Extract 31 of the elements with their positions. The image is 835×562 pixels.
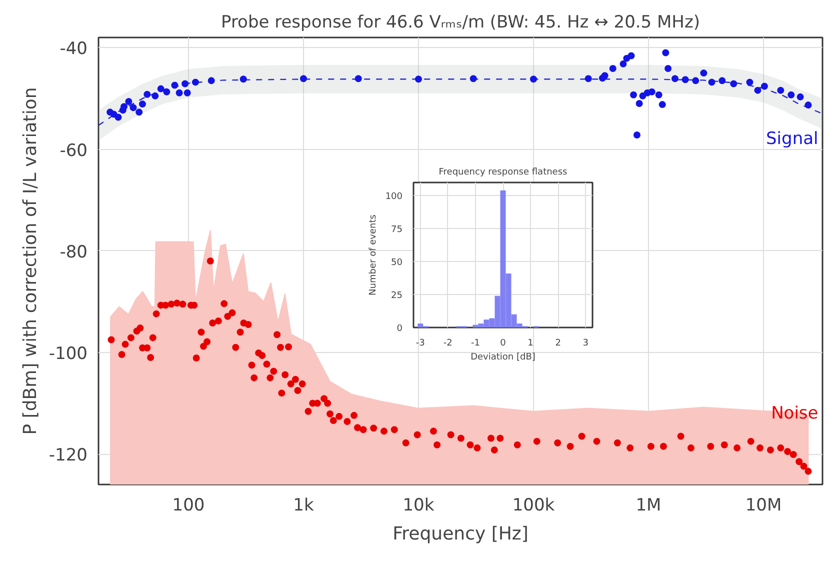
- y-tick-label: -100: [48, 344, 88, 364]
- x-tick-label: -2: [443, 338, 452, 348]
- y-tick-label: -40: [60, 39, 88, 60]
- x-tick-label: 10M: [745, 496, 782, 516]
- y-tick-label: 50: [391, 258, 403, 268]
- x-tick-label: 10k: [402, 496, 434, 516]
- x-axis-title: Deviation [dB]: [470, 352, 536, 362]
- x-axis-title: Frequency [Hz]: [392, 524, 528, 544]
- x-tick-label: 2: [555, 338, 561, 348]
- y-tick-label: -60: [60, 140, 88, 161]
- chart-title: Probe response for 46.6 Vᵣₘₛ/m (BW: 45. Hz ↔ 20.5 MHz): [220, 12, 700, 32]
- y-tick-label: 25: [391, 291, 402, 302]
- x-tick-label: 1: [528, 338, 534, 348]
- series-label: Signal: [766, 129, 818, 150]
- x-tick-label: 0: [500, 338, 506, 348]
- x-tick-label: 100: [172, 496, 205, 516]
- y-tick-label: -80: [60, 242, 88, 262]
- x-tick-label: 100k: [512, 496, 555, 516]
- y-tick-label: 0: [396, 324, 403, 334]
- series-label: Noise: [771, 403, 818, 424]
- x-tick-label: 1k: [293, 496, 314, 516]
- x-tick-label: -1: [470, 338, 480, 348]
- y-tick-label: 75: [391, 225, 402, 236]
- y-axis-title: Number of events: [368, 214, 378, 296]
- x-tick-label: 3: [582, 338, 588, 348]
- y-tick-label: -120: [48, 446, 88, 466]
- chart-title: Frequency response flatness: [438, 168, 568, 178]
- x-tick-label: -3: [416, 338, 425, 348]
- y-tick-label: 100: [385, 192, 403, 202]
- x-tick-label: 1M: [636, 496, 662, 516]
- y-axis-title: P [dBm] with correction of I/L variation: [20, 87, 41, 435]
